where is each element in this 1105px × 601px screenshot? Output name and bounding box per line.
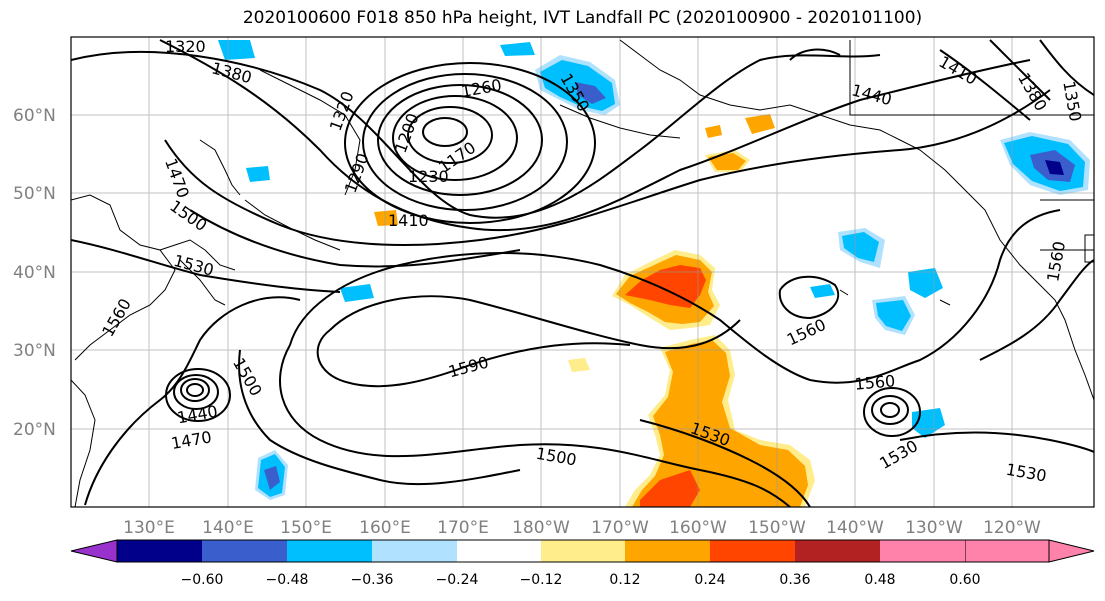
ivt-shading-negative-region <box>575 82 606 104</box>
lon-label: 140°E <box>202 518 254 538</box>
ivt-shading-negative-region <box>876 300 911 331</box>
colorbar-segment <box>880 540 965 562</box>
ivt-shading-negative-region <box>246 166 270 182</box>
ivt-shading-positive-region <box>625 265 706 308</box>
contour-label: 1410 <box>388 211 429 230</box>
ivt-shading-negative-region <box>810 284 835 298</box>
ivt-shading-positive-region <box>705 125 722 138</box>
colorbar-tick-label: −0.36 <box>351 572 394 588</box>
lon-label: 150°E <box>280 518 332 538</box>
chart-title: 2020100600 F018 850 hPa height, IVT Land… <box>242 8 923 28</box>
colorbar-segment <box>541 540 625 562</box>
lat-label: 60°N <box>13 106 56 126</box>
lon-label: 120°W <box>983 518 1041 538</box>
lat-label: 30°N <box>13 341 56 361</box>
ivt-shading-negative-region <box>500 42 535 56</box>
ivt-shading-negative-region <box>1045 160 1064 175</box>
colorbar-tick-label: 0.12 <box>609 572 640 588</box>
lon-label: 170°E <box>437 518 489 538</box>
lon-label: 160°W <box>669 518 727 538</box>
lon-label: 150°W <box>748 518 806 538</box>
ivt-shading-negative-region <box>264 466 280 490</box>
colorbar-low-extend <box>70 539 118 563</box>
colorbar-tick-label: 0.24 <box>694 572 725 588</box>
plot-frame <box>70 36 1095 508</box>
colorbar-tick-label: 0.60 <box>949 572 980 588</box>
contour-label: 1230 <box>408 167 449 186</box>
colorbar-tick-label: 0.36 <box>779 572 810 588</box>
colorbar-segment <box>287 540 372 562</box>
colorbar-segment <box>625 540 710 562</box>
lon-label: 140°W <box>826 518 884 538</box>
ivt-shading-positive-region <box>374 210 398 226</box>
lat-label: 50°N <box>13 184 56 204</box>
longitude-labels: 130°E 140°E 150°E 160°E 170°E 180°W 170°… <box>123 518 1041 538</box>
lon-label: 130°W <box>905 518 963 538</box>
colorbar-segment <box>117 540 202 562</box>
map-plot-area: 1320 1380 1260 1350 1320 1200 1470 1170 … <box>71 37 1094 507</box>
contour-label: 1320 <box>165 37 206 56</box>
ivt-shading-negative-region <box>340 284 374 302</box>
ivt-shading-negative-region <box>218 40 255 60</box>
lat-label: 40°N <box>13 263 56 283</box>
colorbar: −0.60 −0.48 −0.36 −0.24 −0.12 0.12 0.24 … <box>70 539 1095 588</box>
colorbar-tick-label: −0.12 <box>520 572 563 588</box>
colorbar-segment <box>372 540 457 562</box>
ivt-shading-positive-region <box>568 358 590 372</box>
colorbar-tick-label: −0.24 <box>436 572 479 588</box>
height-contours <box>71 39 1094 507</box>
lon-label: 170°W <box>591 518 649 538</box>
colorbar-segment <box>457 540 541 562</box>
lon-label: 180°W <box>512 518 570 538</box>
ivt-shading-positive-region <box>640 470 700 507</box>
lat-label: 20°N <box>13 420 56 440</box>
ivt-negative-shading <box>218 40 1090 500</box>
colorbar-segment <box>202 540 287 562</box>
colorbar-tick-label: −0.60 <box>181 572 224 588</box>
lon-label: 130°E <box>123 518 175 538</box>
ivt-shading-positive-region <box>745 114 775 134</box>
lon-label: 160°E <box>359 518 411 538</box>
ivt-shading-negative-region <box>842 232 879 262</box>
colorbar-tick-label: 0.48 <box>864 572 895 588</box>
colorbar-segment <box>710 540 795 562</box>
colorbar-tick-label: −0.48 <box>266 572 309 588</box>
latitude-labels: 60°N 50°N 40°N 30°N 20°N <box>13 106 56 440</box>
contour-label: 1560 <box>854 371 896 393</box>
colorbar-segment <box>795 540 880 562</box>
colorbar-high-extend <box>964 539 1095 563</box>
